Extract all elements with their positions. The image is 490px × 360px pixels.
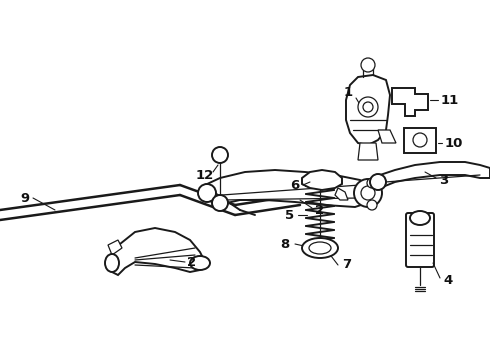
Text: 7: 7 — [343, 258, 351, 271]
Polygon shape — [358, 143, 378, 160]
Text: 1: 1 — [343, 86, 353, 99]
Text: 5: 5 — [286, 208, 294, 221]
FancyBboxPatch shape — [404, 128, 436, 153]
Circle shape — [363, 102, 373, 112]
Polygon shape — [335, 188, 348, 200]
Circle shape — [212, 147, 228, 163]
Text: 2: 2 — [188, 256, 196, 269]
Polygon shape — [108, 240, 122, 255]
Text: 12: 12 — [196, 168, 214, 181]
Text: 8: 8 — [280, 238, 290, 251]
Text: 11: 11 — [441, 94, 459, 107]
Circle shape — [367, 200, 377, 210]
Circle shape — [212, 195, 228, 211]
Circle shape — [361, 186, 375, 200]
FancyBboxPatch shape — [406, 213, 434, 267]
Polygon shape — [378, 130, 396, 143]
Text: 4: 4 — [443, 274, 453, 287]
Polygon shape — [302, 170, 342, 190]
Circle shape — [198, 184, 216, 202]
Polygon shape — [346, 75, 390, 145]
Ellipse shape — [309, 242, 331, 254]
Circle shape — [361, 58, 375, 72]
Ellipse shape — [105, 254, 119, 272]
Text: 10: 10 — [445, 136, 463, 149]
Ellipse shape — [190, 256, 210, 270]
Text: 3: 3 — [440, 174, 449, 186]
Circle shape — [370, 174, 386, 190]
Circle shape — [354, 179, 382, 207]
Text: 6: 6 — [291, 179, 299, 192]
Circle shape — [413, 133, 427, 147]
Circle shape — [367, 178, 377, 188]
Text: 2: 2 — [316, 203, 324, 216]
Circle shape — [358, 97, 378, 117]
Polygon shape — [375, 162, 490, 188]
Polygon shape — [110, 228, 205, 275]
Ellipse shape — [410, 211, 430, 225]
Ellipse shape — [302, 238, 338, 258]
Polygon shape — [392, 88, 428, 116]
Text: 9: 9 — [21, 192, 29, 204]
Polygon shape — [205, 170, 375, 207]
